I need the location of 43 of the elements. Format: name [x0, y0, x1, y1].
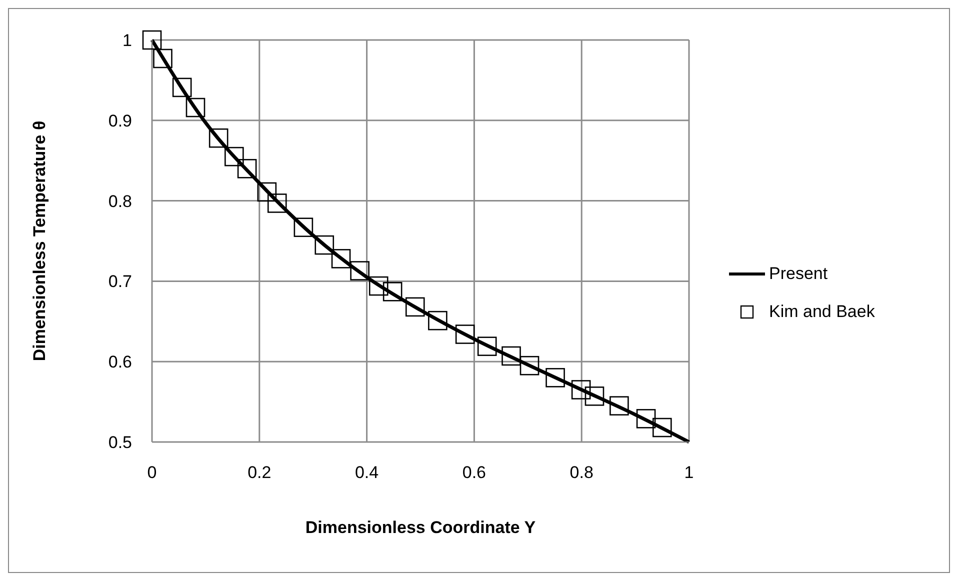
point [368, 276, 388, 296]
point [153, 48, 172, 68]
point [142, 30, 162, 50]
point [350, 261, 370, 280]
point [331, 249, 351, 268]
point [455, 324, 475, 344]
point [428, 310, 448, 330]
point [314, 235, 334, 255]
point [571, 380, 591, 400]
x-tick-label: 0.6 [462, 463, 486, 482]
point [652, 418, 672, 438]
point [237, 158, 257, 178]
point [257, 182, 277, 202]
point [208, 128, 228, 148]
x-tick-label: 0.8 [570, 463, 594, 482]
point [520, 356, 540, 376]
point [502, 346, 521, 366]
point [172, 78, 192, 98]
point [610, 396, 629, 416]
y-tick-label: 0.6 [108, 352, 132, 372]
x-tick-label: 0.2 [248, 463, 272, 482]
y-tick-label: 1 [122, 31, 132, 50]
y-tick-label: 0.9 [108, 111, 132, 130]
x-axis-title: Dimensionless Coordinate Y [305, 518, 536, 537]
x-tick-label: 1 [684, 463, 694, 482]
point [267, 194, 287, 213]
point [405, 297, 425, 317]
legend-label: Kim and Baek [769, 302, 875, 322]
point [186, 98, 206, 118]
point [636, 409, 656, 428]
point [546, 368, 565, 388]
y-tick-label: 0.7 [108, 272, 132, 292]
point [224, 146, 244, 166]
y-tick-label: 0.5 [108, 433, 132, 452]
point [477, 336, 497, 356]
x-tick-label: 0.4 [354, 463, 379, 482]
legend-label: Present [769, 264, 828, 284]
y-tick-label: 0.8 [108, 192, 132, 211]
point [294, 218, 314, 237]
point [382, 282, 402, 302]
point [584, 386, 604, 406]
x-tick-label: 0 [147, 463, 157, 482]
y-axis-title: Dimensionless Temperature θ [30, 120, 50, 362]
